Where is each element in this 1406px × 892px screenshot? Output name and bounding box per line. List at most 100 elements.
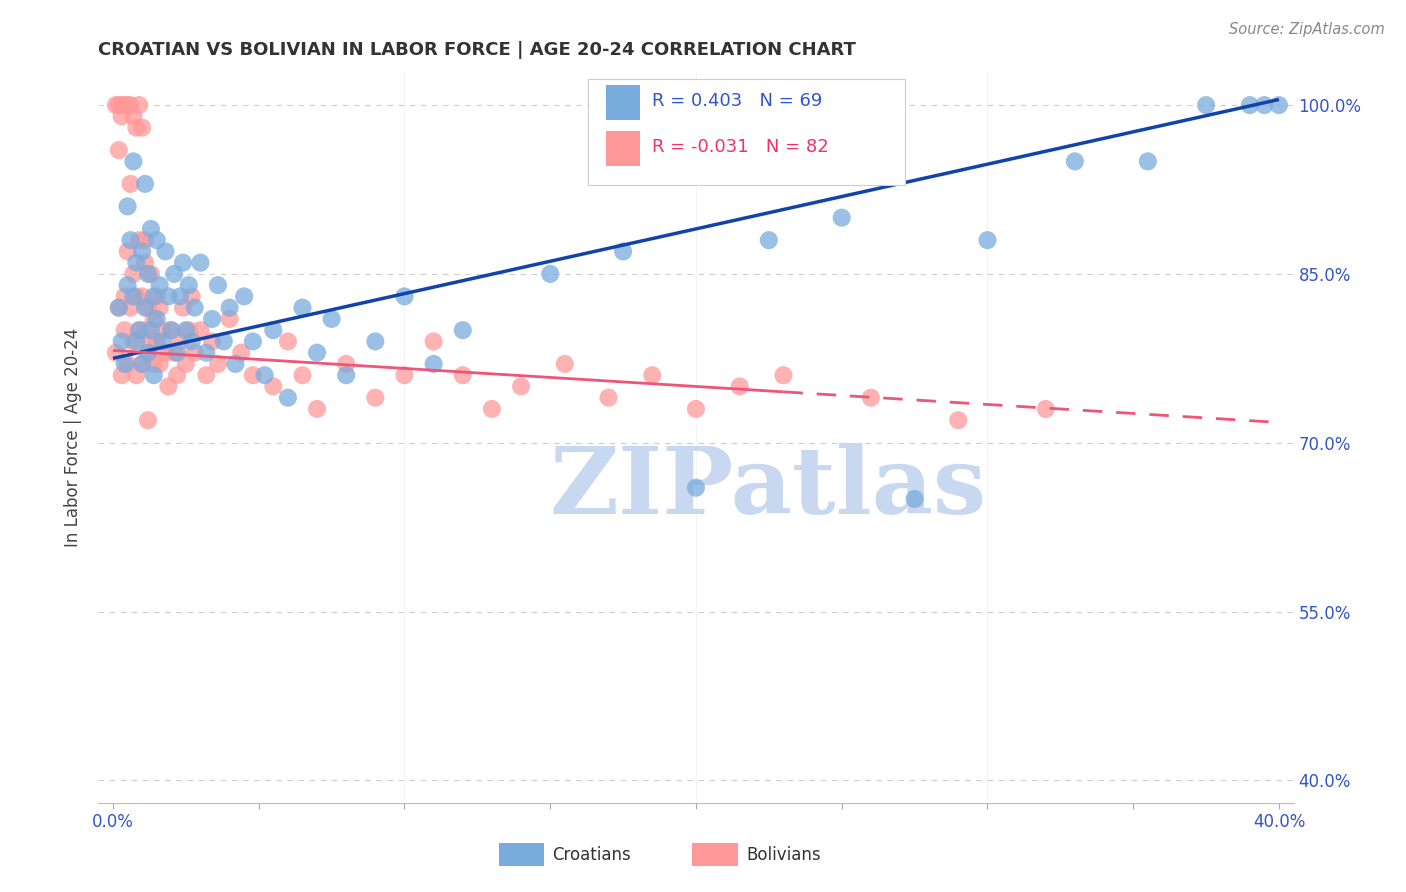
Point: [108, 143, 131, 157]
Point: [134, 323, 156, 337]
Point: [142, 368, 165, 383]
Point: [207, 357, 229, 371]
Point: [122, 109, 145, 123]
Point: [948, 413, 970, 427]
Point: [114, 323, 136, 337]
Point: [554, 357, 576, 371]
Point: [142, 357, 165, 371]
Point: [291, 368, 314, 383]
Point: [174, 323, 197, 337]
Point: [117, 278, 139, 293]
Point: [120, 301, 142, 315]
Point: [152, 323, 174, 337]
Point: [728, 379, 751, 393]
Point: [1268, 98, 1291, 112]
Point: [117, 357, 139, 371]
Point: [335, 357, 357, 371]
Point: [155, 345, 177, 359]
Point: [394, 289, 416, 303]
Point: [166, 368, 188, 383]
Point: [136, 345, 159, 359]
Point: [136, 301, 159, 315]
Point: [114, 289, 136, 303]
Point: [131, 357, 153, 371]
Point: [641, 368, 664, 383]
Point: [108, 301, 131, 315]
Point: [131, 357, 153, 371]
Point: [136, 413, 159, 427]
Point: [831, 211, 853, 225]
Point: [160, 323, 183, 337]
Point: [201, 312, 224, 326]
Point: [134, 255, 156, 269]
Point: [335, 368, 357, 383]
Y-axis label: In Labor Force | Age 20-24: In Labor Force | Age 20-24: [65, 327, 83, 547]
Point: [136, 345, 159, 359]
Point: [510, 379, 533, 393]
Point: [231, 345, 253, 359]
Point: [1253, 98, 1275, 112]
Point: [122, 334, 145, 349]
Text: ZIPatlas: ZIPatlas: [550, 443, 986, 533]
Bar: [606, 86, 640, 120]
Point: [142, 289, 165, 303]
Point: [172, 255, 194, 269]
Point: [481, 401, 503, 416]
Point: [139, 267, 162, 281]
Point: [157, 379, 180, 393]
Text: R = 0.403   N = 69: R = 0.403 N = 69: [652, 92, 823, 110]
Point: [169, 334, 191, 349]
Point: [104, 345, 127, 359]
Point: [451, 323, 474, 337]
Bar: [499, 843, 544, 866]
Point: [131, 289, 153, 303]
Point: [139, 334, 162, 349]
Point: [224, 357, 246, 371]
Point: [364, 334, 387, 349]
Point: [262, 379, 284, 393]
Point: [976, 233, 998, 247]
Point: [1195, 98, 1218, 112]
Point: [598, 391, 620, 405]
Point: [149, 278, 172, 293]
Point: [262, 323, 284, 337]
Point: [758, 233, 780, 247]
Point: [166, 345, 188, 359]
Point: [163, 267, 186, 281]
Point: [149, 301, 172, 315]
Point: [155, 244, 177, 259]
Point: [180, 334, 202, 349]
Point: [207, 278, 229, 293]
Point: [1064, 154, 1087, 169]
Point: [160, 323, 183, 337]
Point: [104, 98, 127, 112]
Point: [612, 244, 634, 259]
Point: [1239, 98, 1261, 112]
Point: [277, 334, 299, 349]
Point: [128, 233, 150, 247]
Point: [139, 323, 162, 337]
Point: [685, 401, 707, 416]
Point: [364, 391, 387, 405]
Point: [169, 289, 191, 303]
Point: [157, 289, 180, 303]
Text: CROATIAN VS BOLIVIAN IN LABOR FORCE | AGE 20-24 CORRELATION CHART: CROATIAN VS BOLIVIAN IN LABOR FORCE | AG…: [98, 41, 856, 59]
Point: [125, 255, 148, 269]
Point: [134, 233, 156, 247]
Point: [142, 312, 165, 326]
Point: [903, 491, 925, 506]
Bar: [606, 131, 640, 167]
Point: [177, 278, 200, 293]
Point: [122, 289, 145, 303]
Point: [111, 334, 134, 349]
Point: [131, 120, 153, 135]
Point: [321, 312, 343, 326]
Point: [190, 255, 212, 269]
Point: [172, 301, 194, 315]
Point: [218, 301, 240, 315]
Point: [117, 244, 139, 259]
Point: [114, 357, 136, 371]
FancyBboxPatch shape: [589, 78, 905, 185]
Point: [422, 334, 444, 349]
Point: [134, 177, 156, 191]
